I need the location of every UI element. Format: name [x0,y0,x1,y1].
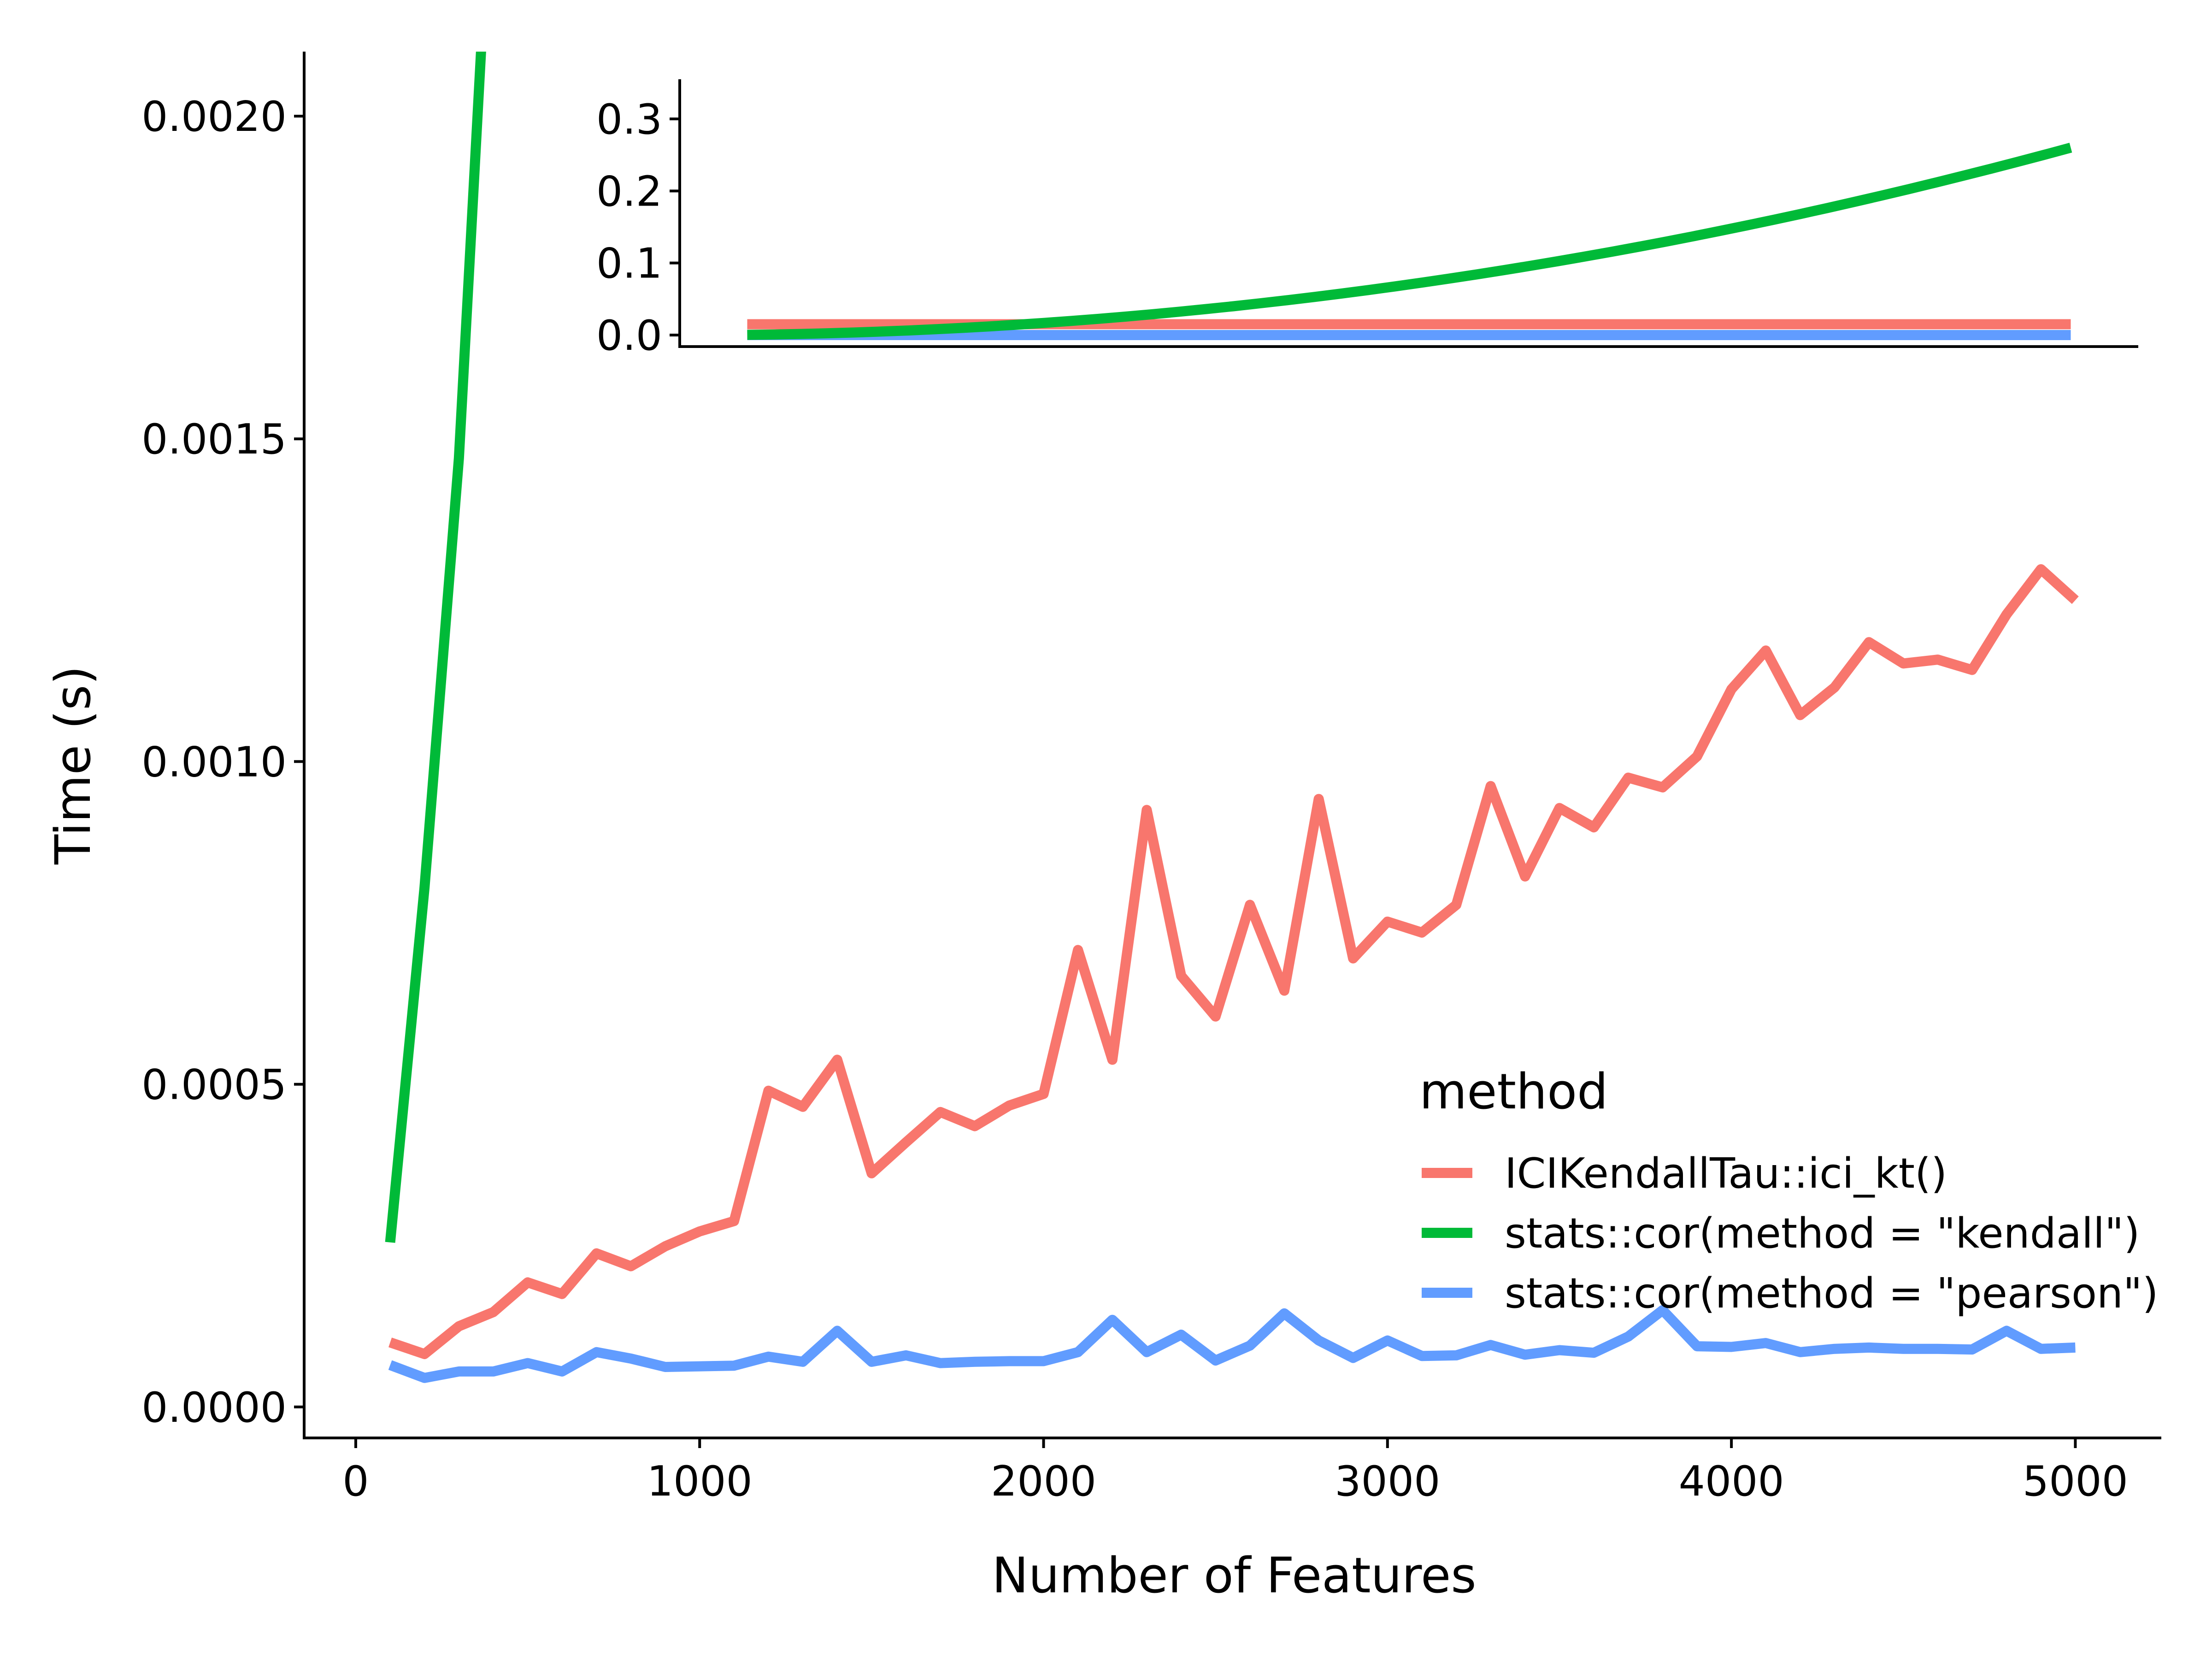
x-tick-label: 0 [342,1457,369,1506]
inset-plot: 0.0 0.1 0.2 0.3 [596,79,2138,360]
legend-label-stats-cor-method-pearson: stats::cor(method = "pearson") [1505,1269,2159,1318]
inset-y-ticks: 0.0 0.1 0.2 0.3 [596,95,680,360]
x-tick-label: 1000 [647,1457,753,1506]
x-tick-label: 4000 [1679,1457,1784,1506]
inset-y-tick-label: 0.3 [596,95,662,144]
y-tick-label: 0.0000 [141,1384,287,1432]
main-y-ticks: 0.0000 0.0005 0.0010 0.0015 0.0020 [141,93,304,1432]
y-tick-label: 0.0010 [141,738,287,786]
series-line-stats-cor-method-pearson [388,1305,2076,1383]
main-x-ticks: 0 1000 2000 3000 4000 5000 [342,1438,2128,1506]
y-tick-label: 0.0020 [141,93,287,141]
inset-y-tick-label: 0.2 [596,167,662,216]
legend: method ICIKendallTau::ici_kt()stats::cor… [1419,1063,2159,1318]
series-line-icikendalltau-ici-kt [388,564,2079,1359]
x-tick-label: 2000 [991,1457,1096,1506]
inset-series-lines [747,142,2072,340]
y-tick-label: 0.0015 [141,415,287,464]
main-series-lines [385,52,2079,1383]
inset-y-tick-label: 0.1 [596,240,662,288]
y-axis-label: Time (s) [45,666,101,865]
x-tick-label: 5000 [2023,1457,2128,1506]
x-tick-label: 3000 [1335,1457,1440,1506]
x-axis-label: Number of Features [992,1547,1476,1604]
legend-label-stats-cor-method-kendall: stats::cor(method = "kendall") [1505,1209,2140,1258]
y-tick-label: 0.0005 [141,1061,287,1109]
main-plot: 0 1000 2000 3000 4000 5000 0.0000 0.0005 0.0010… [45,52,2161,1604]
inset-series-line-stats-cor-method-kendall [747,142,2072,340]
legend-title: method [1419,1063,1608,1120]
legend-label-icikendalltau-ici-kt: ICIKendallTau::ici_kt() [1505,1149,1947,1198]
inset-y-tick-label: 0.0 [596,312,662,360]
legend-entries: ICIKendallTau::ici_kt()stats::cor(method… [1422,1149,2159,1318]
